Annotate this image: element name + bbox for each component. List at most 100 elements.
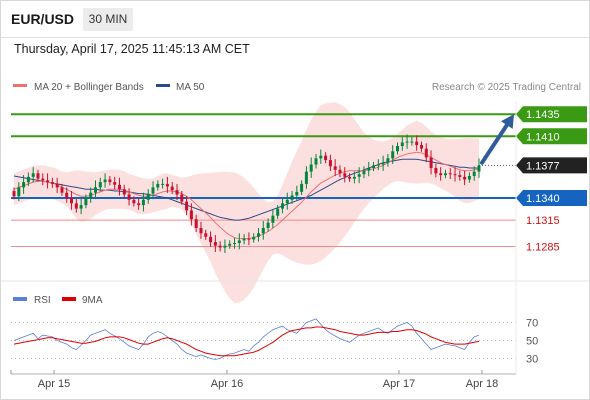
candle-body [472, 171, 476, 176]
candle-body [281, 203, 284, 209]
level-labels-layer: 1.1435 1.1410 1.1340 1.1315 1.1285 1.1377 [480, 106, 587, 254]
candle-body [74, 203, 78, 209]
candle-body [26, 176, 30, 183]
candles-layer [12, 134, 481, 253]
candle-body [477, 165, 481, 172]
rsi-swatch [13, 297, 27, 301]
candle-body [463, 176, 467, 180]
candle-body [386, 158, 390, 163]
candle-body [170, 186, 174, 191]
candle-body [122, 189, 126, 195]
rsi-ma-swatch [62, 297, 76, 301]
candle-body [118, 184, 121, 190]
candle-body [189, 210, 193, 220]
candle-body [185, 201, 189, 211]
candle-body [41, 178, 45, 181]
candle-body [285, 199, 289, 204]
candle-body [237, 240, 241, 243]
legend: MA 20 + Bollinger Bands MA 50 Research ©… [13, 82, 581, 93]
candle-body [36, 173, 40, 179]
candle-body [453, 174, 457, 176]
rsi-grid: 70 50 30 [11, 318, 538, 366]
candle-body [252, 236, 256, 240]
candle-body [151, 187, 155, 194]
candle-body [113, 182, 117, 185]
credit-text: Research © 2025 Trading Central [432, 82, 581, 93]
legend-ma20: MA 20 + Bollinger Bands [34, 82, 144, 93]
bollinger-band-layer [14, 102, 479, 303]
candle-body [309, 164, 313, 172]
legend-ma50: MA 50 [176, 82, 205, 93]
candle-body [381, 162, 385, 165]
candle-body [22, 182, 26, 188]
candle-body [367, 168, 371, 171]
candle-body [424, 148, 428, 158]
level-label-1.1315: 1.1315 [526, 215, 560, 227]
candle-body [132, 199, 136, 204]
candle-body [17, 187, 21, 197]
candle-body [357, 174, 361, 177]
candle-body [257, 233, 260, 237]
candle-body [242, 238, 246, 241]
candle-body [141, 199, 145, 206]
candle-body [415, 141, 419, 146]
level-label-1.1410: 1.1410 [526, 131, 560, 143]
candle-body [458, 175, 462, 177]
candle-body [333, 166, 337, 170]
level-label-1.1340: 1.1340 [526, 193, 560, 205]
candle-body [228, 243, 232, 246]
candle-body [89, 192, 93, 198]
candle-body [175, 190, 179, 195]
candle-body [314, 158, 318, 165]
candle-body [60, 187, 64, 193]
candle-body [84, 198, 88, 206]
candle-body [352, 176, 356, 179]
rsi-tick-70: 70 [526, 318, 538, 330]
candle-body [362, 170, 366, 175]
candle-body [98, 182, 102, 188]
target-arrow-shaft [480, 117, 513, 165]
candle-body [12, 191, 16, 197]
level-tag-1.1410 [516, 128, 587, 145]
rsi-tick-50: 50 [526, 336, 538, 348]
rsi-legend: RSI 9MA [13, 295, 103, 306]
candle-body [290, 195, 294, 200]
candle-body [276, 208, 280, 216]
candle-body [213, 242, 217, 246]
candle-body [180, 194, 184, 202]
candle-body [266, 222, 270, 228]
candle-body [434, 168, 438, 174]
candle-body [218, 245, 222, 248]
candle-body [271, 215, 275, 223]
last-price-label: 1.1377 [526, 160, 560, 172]
candle-body [343, 173, 347, 177]
candle-body [55, 183, 59, 188]
candle-body [70, 198, 73, 204]
rsi-ma-line [13, 326, 480, 357]
level-label-1.1435: 1.1435 [526, 109, 560, 121]
candle-body [319, 155, 323, 159]
candle-body [165, 183, 169, 187]
timeframe-button[interactable]: 30 MIN [83, 8, 133, 31]
candle-body [420, 145, 423, 149]
candle-body [338, 169, 342, 174]
candle-body [103, 179, 107, 183]
candle-body [348, 176, 352, 179]
candle-body [467, 176, 471, 180]
target-arrow-head [501, 114, 514, 129]
rsi-lines-layer [13, 318, 480, 360]
candle-body [209, 236, 213, 243]
legend-rsi: RSI [34, 295, 51, 306]
last-price-tag [516, 157, 587, 174]
x-tick-label: Apr 18 [466, 378, 498, 390]
x-tick-label: Apr 16 [211, 378, 243, 390]
candle-body [31, 173, 35, 177]
candle-body [372, 165, 376, 168]
candle-body [444, 173, 447, 176]
legend-rsi-ma: 9MA [82, 295, 103, 306]
candle-body [304, 171, 308, 184]
candle-body [448, 173, 452, 175]
symbol-title: EUR/USD [11, 11, 75, 27]
candle-body [400, 142, 404, 146]
